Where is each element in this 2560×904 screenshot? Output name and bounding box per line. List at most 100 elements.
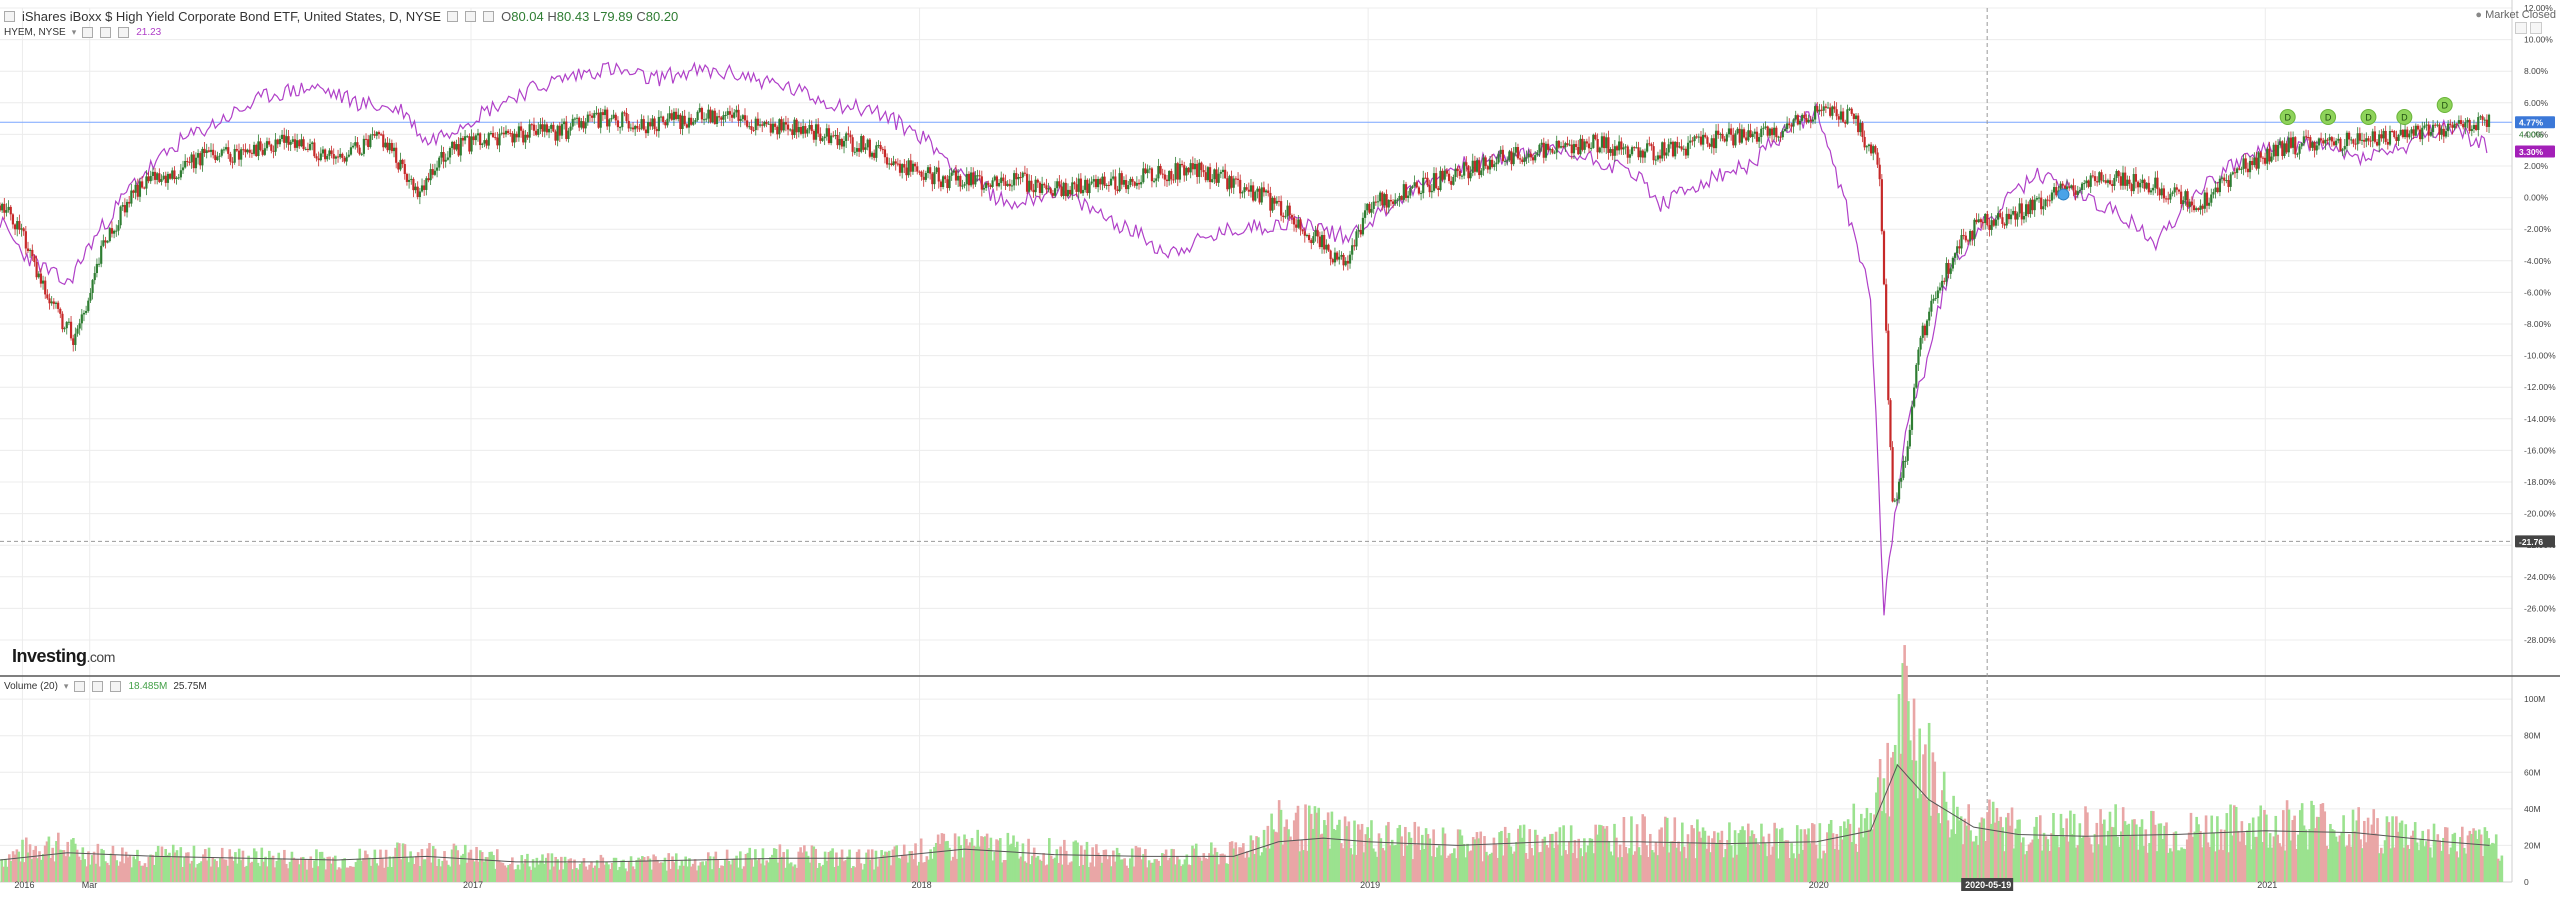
event-marker[interactable] [2057,188,2070,201]
volume-bar [727,861,731,882]
volume-bar [1390,839,1394,882]
volume-bar [2168,848,2172,882]
dividend-marker[interactable] [2279,109,2296,126]
candle [1620,141,1623,150]
candle [2037,197,2041,199]
settings-icon[interactable] [447,11,459,22]
volume-bar [1434,856,1437,882]
volume-bar [1530,848,1533,882]
volume-bar [386,866,390,882]
volume-bar [83,859,86,882]
volume-bar [916,865,919,882]
chevron-down-icon[interactable]: ▾ [63,681,69,691]
volume-bar [2293,815,2296,882]
hide-icon[interactable] [92,681,104,692]
candle [756,118,760,126]
settings-icon[interactable] [74,681,86,692]
volume-bar [1400,836,1403,882]
maximize-icon[interactable] [2515,22,2527,34]
candle [1816,106,1819,112]
volume-bar [341,859,345,882]
candle [774,123,777,127]
candle [468,136,471,152]
volume-bar [1628,848,1631,882]
volume-bar [2268,833,2272,882]
volume-bar [1988,799,1991,882]
volume-bar [2477,829,2481,882]
candle [1213,169,1216,180]
volume-bar [2434,840,2438,882]
volume-bar [1620,857,1624,882]
dividend-marker[interactable] [2360,109,2377,126]
volume-bar [2195,816,2198,882]
volume-bar [2216,816,2219,882]
volume-bar [1296,805,1300,882]
chevron-down-icon[interactable]: ▾ [71,27,77,37]
volume-bar [356,858,360,882]
candle [2218,178,2221,193]
dividend-marker[interactable] [2436,97,2453,114]
volume-bar [405,856,409,882]
candle [1568,144,1571,146]
candle [1290,215,1293,218]
dividend-marker[interactable] [2396,109,2413,126]
candle [567,130,570,139]
volume-bar [2148,843,2151,882]
candle [573,118,576,120]
candle [1751,133,1754,138]
candle [911,163,915,172]
close-pane-icon[interactable] [2530,22,2542,34]
candle [1708,143,1711,147]
candle [2459,120,2463,124]
candle [1366,203,1369,211]
volume-bar [625,871,629,882]
volume-bar [411,857,414,882]
volume-bar [2153,824,2157,882]
hide-icon[interactable] [100,27,112,38]
volume-bar [2430,857,2434,882]
candle [1357,229,1360,232]
candle [7,206,10,211]
candle [2132,174,2135,192]
candle [2044,199,2047,207]
candle [1219,172,1222,174]
collapse-icon[interactable] [4,11,15,22]
volume-bar [1155,859,1158,882]
volume-bar [1243,857,1247,882]
candle [728,111,732,115]
candle [375,132,378,136]
candle [440,152,443,158]
volume-bar [339,868,343,882]
volume-bar [652,854,655,882]
candle [782,122,785,131]
volume-bar [1194,843,1198,882]
volume-bar [1667,852,1671,882]
hide-icon[interactable] [465,11,477,22]
comparison-value: 21.23 [136,27,162,38]
candle [298,140,301,147]
volume-bar [237,848,241,882]
settings-icon[interactable] [82,27,94,38]
candle [151,171,154,176]
close-icon[interactable] [110,681,122,692]
close-icon[interactable] [118,27,130,38]
dividend-marker[interactable] [2320,109,2337,126]
volume-bar [1929,815,1933,882]
volume-bar [305,869,309,882]
volume-bar [989,837,993,882]
volume-bar [2114,804,2117,882]
volume-bar [1289,836,1292,882]
volume-bar [641,856,644,882]
candle [1430,190,1433,193]
candle [1254,191,1257,201]
volume-bar [1741,826,1744,882]
candle [1135,182,1138,186]
candle [681,115,684,129]
candle [726,111,729,116]
candle [2162,188,2166,199]
candle [1559,146,1563,148]
volume-bar [2487,838,2490,882]
close-icon[interactable] [483,11,495,22]
